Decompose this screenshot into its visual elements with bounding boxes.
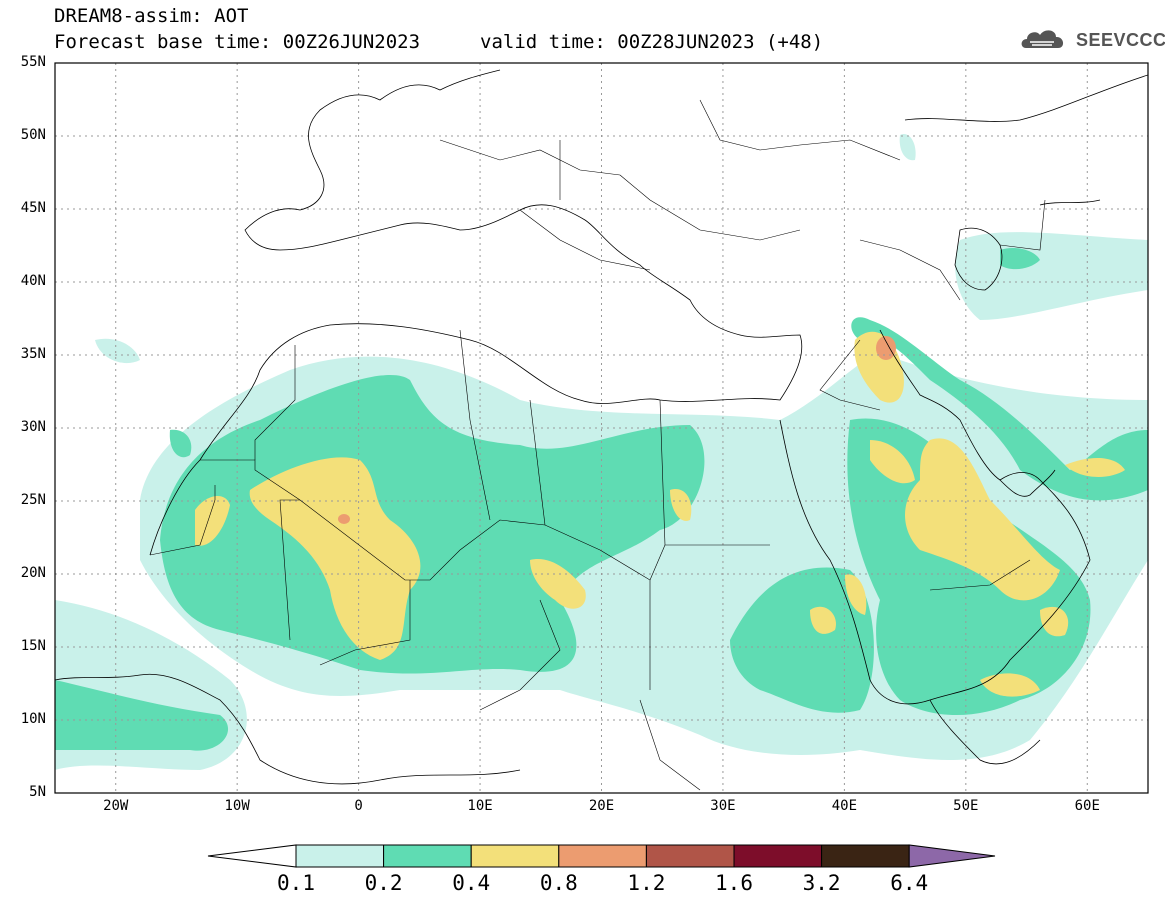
lat-tick-label: 30N xyxy=(20,419,46,435)
map-title: DREAM8-assim: AOT xyxy=(54,5,249,27)
forecast-base-time: Forecast base time: 00Z26JUN2023 xyxy=(54,31,421,53)
colorbar-swatch xyxy=(558,844,647,868)
aot-band-0.8 xyxy=(338,336,896,524)
lat-tick-label: 20N xyxy=(20,565,46,581)
lat-tick-label: 25N xyxy=(20,492,46,508)
lat-tick-label: 40N xyxy=(20,273,46,289)
lat-tick-label: 15N xyxy=(20,638,46,654)
colorbar-swatch xyxy=(383,844,472,868)
lon-tick-label: 50E xyxy=(953,798,979,814)
lat-tick-label: 55N xyxy=(20,54,46,70)
colorbar-tick-label: 0.2 xyxy=(364,871,403,895)
colorbar-tick-label: 0.4 xyxy=(452,871,491,895)
country-borders xyxy=(149,99,1046,791)
lat-tick-label: 50N xyxy=(20,127,46,143)
colorbar-swatch xyxy=(470,844,560,868)
colorbar xyxy=(207,844,996,868)
colorbar-tick-label: 0.8 xyxy=(539,871,578,895)
colorbar-swatch xyxy=(295,844,385,868)
valid-time: valid time: 00Z28JUN2023 (+48) xyxy=(480,31,824,53)
lat-tick-label: 45N xyxy=(20,200,46,216)
aot-band-0.2 xyxy=(55,248,1148,751)
colorbar-swatch xyxy=(821,844,910,868)
map-frame xyxy=(54,62,1149,794)
colorbar-tick-label: 1.2 xyxy=(627,871,666,895)
lon-tick-label: 40E xyxy=(831,798,858,814)
map-grid xyxy=(55,63,1148,793)
lon-tick-label: 60E xyxy=(1074,798,1100,814)
lon-tick-label: 20E xyxy=(588,798,615,814)
seevccc-logo: SEEVCCC xyxy=(1018,24,1165,54)
aot-field xyxy=(55,134,1148,770)
lon-tick-label: 0 xyxy=(354,798,363,814)
colorbar-swatch xyxy=(733,844,823,868)
lat-tick-label: 35N xyxy=(20,346,46,362)
colorbar-tick-label: 1.6 xyxy=(715,871,753,895)
logo-text: SEEVCCC xyxy=(1076,30,1165,50)
lon-tick-label: 20W xyxy=(103,798,129,814)
lon-tick-label: 10E xyxy=(467,798,493,814)
lon-tick-label: 30E xyxy=(710,798,736,814)
colorbar-tick-label: 3.2 xyxy=(802,871,841,895)
lon-tick-label: 10W xyxy=(224,798,250,814)
lat-tick-label: 10N xyxy=(20,711,46,727)
colorbar-under-arrow xyxy=(207,844,297,868)
colorbar-over-arrow xyxy=(908,844,996,868)
colorbar-swatch xyxy=(645,844,735,868)
colorbar-tick-label: 6.4 xyxy=(890,871,929,895)
coastlines xyxy=(55,69,1148,785)
colorbar-tick-label: 0.1 xyxy=(277,871,315,895)
lat-tick-label: 5N xyxy=(29,784,46,800)
aot-band-0.4 xyxy=(195,331,1125,697)
cloud-icon xyxy=(1021,30,1064,48)
